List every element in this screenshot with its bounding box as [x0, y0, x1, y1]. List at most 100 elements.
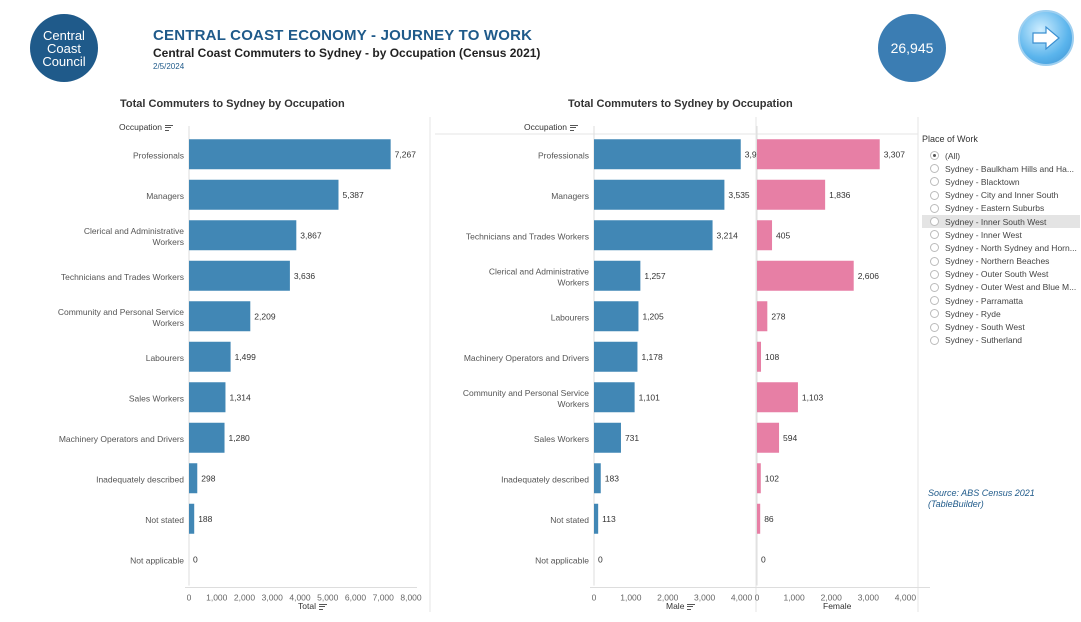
chart2-category-label: Labourers [551, 312, 589, 322]
filter-option-label: Sydney - Eastern Suburbs [945, 203, 1045, 214]
filter-option-label: Sydney - Sutherland [945, 335, 1023, 346]
male-tick-label: 4,000 [731, 593, 753, 603]
female-bar [757, 422, 780, 453]
male-bar [594, 301, 639, 332]
male-x-axis-title[interactable]: Male [666, 601, 696, 611]
chart2-category-label: Machinery Operators and Drivers [464, 353, 589, 363]
filter-option[interactable]: Sydney - South West [922, 320, 1080, 333]
total-bar [189, 260, 290, 291]
female-bar [757, 139, 880, 170]
chart1-category-label: Sales Workers [129, 393, 184, 403]
male-data-label: 0 [598, 554, 603, 564]
chart2-category-label: Community and Personal Service Workers [463, 388, 589, 409]
female-tick-label: 4,000 [895, 593, 917, 603]
total-bar [189, 503, 195, 534]
chart1-category-label: Labourers [146, 353, 184, 363]
total-tick-label: 3,000 [262, 593, 284, 603]
total-data-label: 298 [201, 473, 215, 483]
filter-option[interactable]: Sydney - Baulkham Hills and Ha... [922, 162, 1080, 175]
filter-title: Place of Work [922, 134, 978, 144]
total-data-label: 5,387 [342, 190, 364, 200]
next-button[interactable] [1018, 10, 1074, 66]
chart1-category-label: Community and Personal Service Workers [58, 307, 184, 328]
total-data-label: 3,867 [300, 230, 322, 240]
radio-icon [930, 282, 939, 292]
chart1-x-axis-title-label: Total [298, 601, 316, 611]
radio-icon [930, 217, 939, 227]
female-x-axis-title: Female [823, 601, 852, 611]
filter-option-label: Sydney - Blacktown [945, 176, 1020, 187]
chart1-category-label: Technicians and Trades Workers [61, 272, 184, 282]
filter-option[interactable]: Sydney - North Sydney and Horn... [922, 241, 1080, 254]
total-bar [189, 220, 297, 251]
male-bar [594, 220, 713, 251]
chart1-title: Total Commuters to Sydney by Occupation [120, 98, 345, 110]
total-tick-label: 4,000 [289, 593, 311, 603]
female-bar [757, 179, 826, 210]
male-bar [594, 382, 635, 413]
male-bar [594, 463, 601, 494]
radio-icon [930, 151, 939, 161]
filter-option[interactable]: (All) [922, 149, 1080, 162]
filter-option[interactable]: Sydney - Eastern Suburbs [922, 202, 1080, 215]
female-bar [757, 301, 768, 332]
chart1-x-axis-title[interactable]: Total [298, 601, 327, 611]
council-logo: Central Coast Council [30, 14, 98, 82]
male-data-label: 1,178 [641, 352, 663, 362]
total-data-label: 1,280 [229, 433, 251, 443]
total-tick-label: 7,000 [373, 593, 395, 603]
filter-option-label: Sydney - City and Inner South [945, 190, 1059, 201]
male-tick-label: 1,000 [620, 593, 642, 603]
chart1-category-label: Managers [146, 191, 184, 201]
filter-option-label: Sydney - South West [945, 322, 1025, 333]
female-data-label: 1,103 [802, 392, 824, 402]
chart2-category-label: Sales Workers [534, 434, 589, 444]
chart1-category-header[interactable]: Occupation [119, 122, 173, 132]
total-tick-label: 0 [187, 593, 192, 603]
total-bar [189, 301, 251, 332]
filter-option[interactable]: Sydney - Northern Beaches [922, 255, 1080, 268]
total-data-label: 7,267 [395, 149, 417, 159]
female-data-label: 102 [765, 473, 779, 483]
filter-option-label: Sydney - Inner South West [945, 216, 1047, 227]
female-tick-label: 2,000 [821, 593, 843, 603]
sort-icon [570, 123, 578, 132]
filter-option[interactable]: Sydney - Inner South West [922, 214, 1080, 229]
total-bar [189, 382, 226, 413]
male-tick-label: 0 [592, 593, 597, 603]
filter-option-label: Sydney - Ryde [945, 308, 1001, 319]
radio-icon [930, 296, 939, 306]
filter-option[interactable]: Sydney - Outer South West [922, 268, 1080, 281]
filter-options: (All) Sydney - Baulkham Hills and Ha... Sy… [922, 149, 1080, 347]
filter-option[interactable]: Sydney - Parramatta [922, 294, 1080, 307]
female-bar [757, 220, 773, 251]
female-data-label: 405 [776, 230, 790, 240]
total-data-label: 0 [193, 554, 198, 564]
filter-option-label: Sydney - Outer South West [945, 269, 1049, 280]
filter-option-label: Sydney - Baulkham Hills and Ha... [945, 163, 1074, 174]
male-x-axis-title-label: Male [666, 601, 685, 611]
female-data-label: 1,836 [829, 190, 851, 200]
male-bar [594, 139, 741, 170]
sort-icon [318, 602, 327, 611]
chart2-category-header-label: Occupation [524, 122, 567, 132]
female-bar [757, 463, 761, 494]
total-badge: 26,945 [878, 14, 946, 82]
chart2-category-header[interactable]: Occupation [524, 122, 578, 132]
filter-option[interactable]: Sydney - Blacktown [922, 175, 1080, 188]
total-tick-label: 5,000 [317, 593, 339, 603]
filter-option[interactable]: Sydney - Outer West and Blue M... [922, 281, 1080, 294]
male-data-label: 3,214 [717, 230, 739, 240]
filter-option[interactable]: Sydney - Ryde [922, 307, 1080, 320]
filter-option[interactable]: Sydney - Inner West [922, 228, 1080, 241]
filter-option[interactable]: Sydney - Sutherland [922, 334, 1080, 347]
total-tick-label: 6,000 [345, 593, 367, 603]
radio-icon [930, 322, 939, 332]
total-data-label: 2,209 [254, 311, 276, 321]
filter-option[interactable]: Sydney - City and Inner South [922, 189, 1080, 202]
chart2-category-label: Technicians and Trades Workers [466, 231, 589, 241]
chart2-category-label: Inadequately described [501, 474, 589, 484]
female-data-label: 86 [764, 514, 774, 524]
female-data-label: 2,606 [858, 271, 880, 281]
radio-icon [930, 256, 939, 266]
